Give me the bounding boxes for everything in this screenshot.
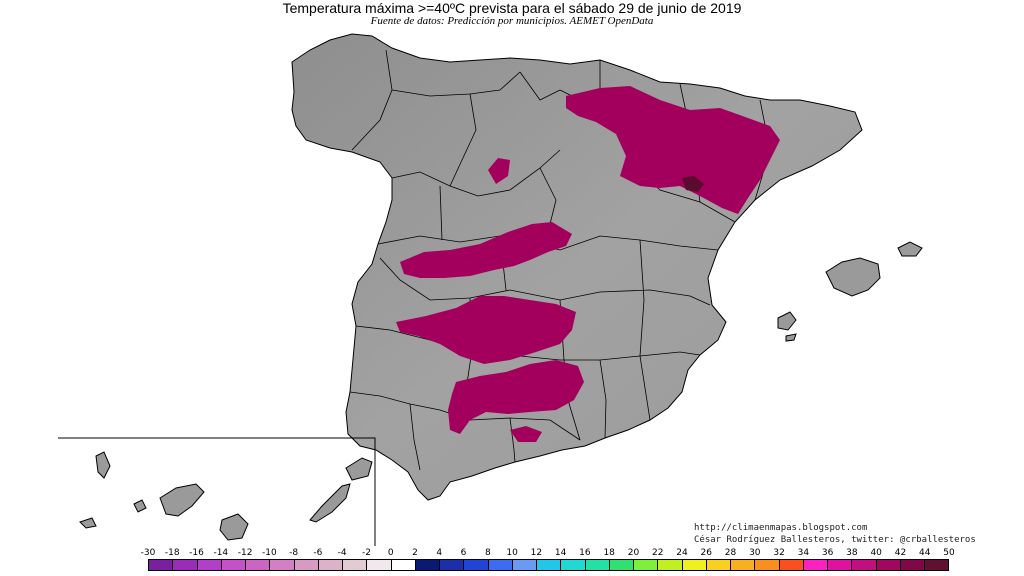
colorbar-cell <box>634 560 659 570</box>
heat-areas <box>396 86 852 442</box>
menorca <box>897 241 923 257</box>
heat-area-duero <box>488 158 510 184</box>
map-subtitle: Fuente de datos: Predicción por municipi… <box>370 15 654 27</box>
colorbar-tick-label: 12 <box>530 548 543 558</box>
legend-tick-labels: -30 -18 -16 -14 -12 -10 -8 -6 -4 -2 0 2 4 6 8 10 12 14 16 1… <box>0 548 1024 560</box>
colorbar-cell <box>779 560 804 570</box>
heat-area-guadalquivir <box>448 360 584 434</box>
colorbar-cell <box>731 560 756 570</box>
colorbar-tick-label: -8 <box>289 548 299 558</box>
fuerteventura <box>309 483 351 523</box>
colorbar-tick-label: 30 <box>749 548 761 558</box>
colorbar-cell <box>173 560 198 570</box>
colorbar-tick-label: 38 <box>846 548 858 558</box>
colorbar-cell <box>488 560 513 570</box>
colorbar-tick-label: 44 <box>918 548 931 558</box>
colorbar-tick-label: -12 <box>237 548 253 558</box>
colorbar-tick-label: 26 <box>700 548 712 558</box>
colorbar-tick-label: 0 <box>387 548 394 558</box>
colorbar-cell <box>609 560 634 570</box>
colorbar-tick-label: 22 <box>651 548 664 558</box>
colorbar-tick-label: 36 <box>821 548 834 558</box>
colorbar-tick-label: 4 <box>436 548 443 558</box>
colorbar-cell <box>852 560 877 570</box>
heat-area-ebro <box>566 86 780 214</box>
colorbar-tick-label: 24 <box>676 548 688 558</box>
colorbar-cell <box>391 560 416 570</box>
colorbar-cell <box>367 560 392 570</box>
colorbar-tick-label: 2 <box>412 548 418 558</box>
colorbar-cell <box>803 560 828 570</box>
colorbar-tick-label: -6 <box>313 548 323 558</box>
heat-area-peak-zaragoza <box>682 176 704 192</box>
colorbar-tick-label: 18 <box>603 548 615 558</box>
colorbar-tick-label: -2 <box>361 548 371 558</box>
colorbar-cell <box>149 560 174 570</box>
colorbar-cell <box>925 560 949 570</box>
colorbar-cell <box>828 560 853 570</box>
heat-area-granada <box>510 426 542 442</box>
colorbar-cell <box>294 560 319 570</box>
lanzarote <box>345 457 373 481</box>
credits-url: http://climaenmapas.blogspot.com <box>694 523 868 533</box>
colorbar-tick-label: 10 <box>506 548 518 558</box>
colorbar-tick-label: 14 <box>554 548 567 558</box>
colorbar-tick-label: -18 <box>164 548 180 558</box>
la-palma <box>95 451 111 479</box>
colorbar-cell <box>246 560 271 570</box>
colorbar-tick-label: 32 <box>773 548 785 558</box>
colorbar-tick-label: 28 <box>724 548 737 558</box>
heat-area-guadiana <box>396 296 576 364</box>
colorbar-cell <box>270 560 295 570</box>
colorbar-tick-label: -4 <box>337 548 347 558</box>
colorbar-tick-label: -14 <box>213 548 229 558</box>
colorbar-tick-label: 6 <box>460 548 467 558</box>
colorbar-tick-label: 8 <box>484 548 491 558</box>
colorbar-cell <box>682 560 707 570</box>
colorbar-cell <box>343 560 368 570</box>
colorbar-tick-label: 16 <box>579 548 591 558</box>
colorbar-cell <box>221 560 246 570</box>
la-gomera <box>133 499 147 513</box>
gran-canaria <box>219 513 249 541</box>
colorbar-tick-label: -16 <box>189 548 204 558</box>
colorbar-tick-label: -30 <box>140 548 156 558</box>
colorbar-tick-label: 50 <box>943 548 955 558</box>
canary-inset <box>58 437 376 546</box>
colorbar-tick-label: 40 <box>870 548 882 558</box>
colorbar-cell <box>658 560 683 570</box>
map-title: Temperatura máxima >=40ºC prevista para … <box>282 0 742 16</box>
colorbar-cell <box>440 560 465 570</box>
credits-author: César Rodríguez Ballesteros, twitter: @c… <box>694 535 976 545</box>
colorbar-cell <box>876 560 901 570</box>
formentera <box>785 333 797 342</box>
colorbar-cell <box>561 560 586 570</box>
colorbar-cell <box>318 560 343 570</box>
el-hierro <box>79 517 97 529</box>
mallorca <box>825 257 881 297</box>
colorbar-cell <box>512 560 537 570</box>
ibiza <box>777 311 797 331</box>
map-credits: http://climaenmapas.blogspot.com César R… <box>694 522 976 546</box>
colorbar-cell <box>464 560 489 570</box>
colorbar-cell <box>537 560 562 570</box>
tenerife <box>159 483 205 517</box>
colorbar-cell <box>585 560 610 570</box>
colorbar-cell <box>415 560 440 570</box>
colorbar-tick-label: 42 <box>894 548 907 558</box>
colorbar-tick-label: -10 <box>262 548 277 558</box>
colorbar-tick-label: 20 <box>627 548 640 558</box>
colorbar-tick-label: 34 <box>797 548 810 558</box>
colorbar-cell <box>706 560 731 570</box>
colorbar-cell <box>755 560 780 570</box>
temperature-colorbar <box>148 559 949 571</box>
colorbar-cell <box>197 560 222 570</box>
colorbar-cell <box>900 560 925 570</box>
heat-area-tajo <box>400 222 572 278</box>
balearic-islands <box>777 241 923 342</box>
